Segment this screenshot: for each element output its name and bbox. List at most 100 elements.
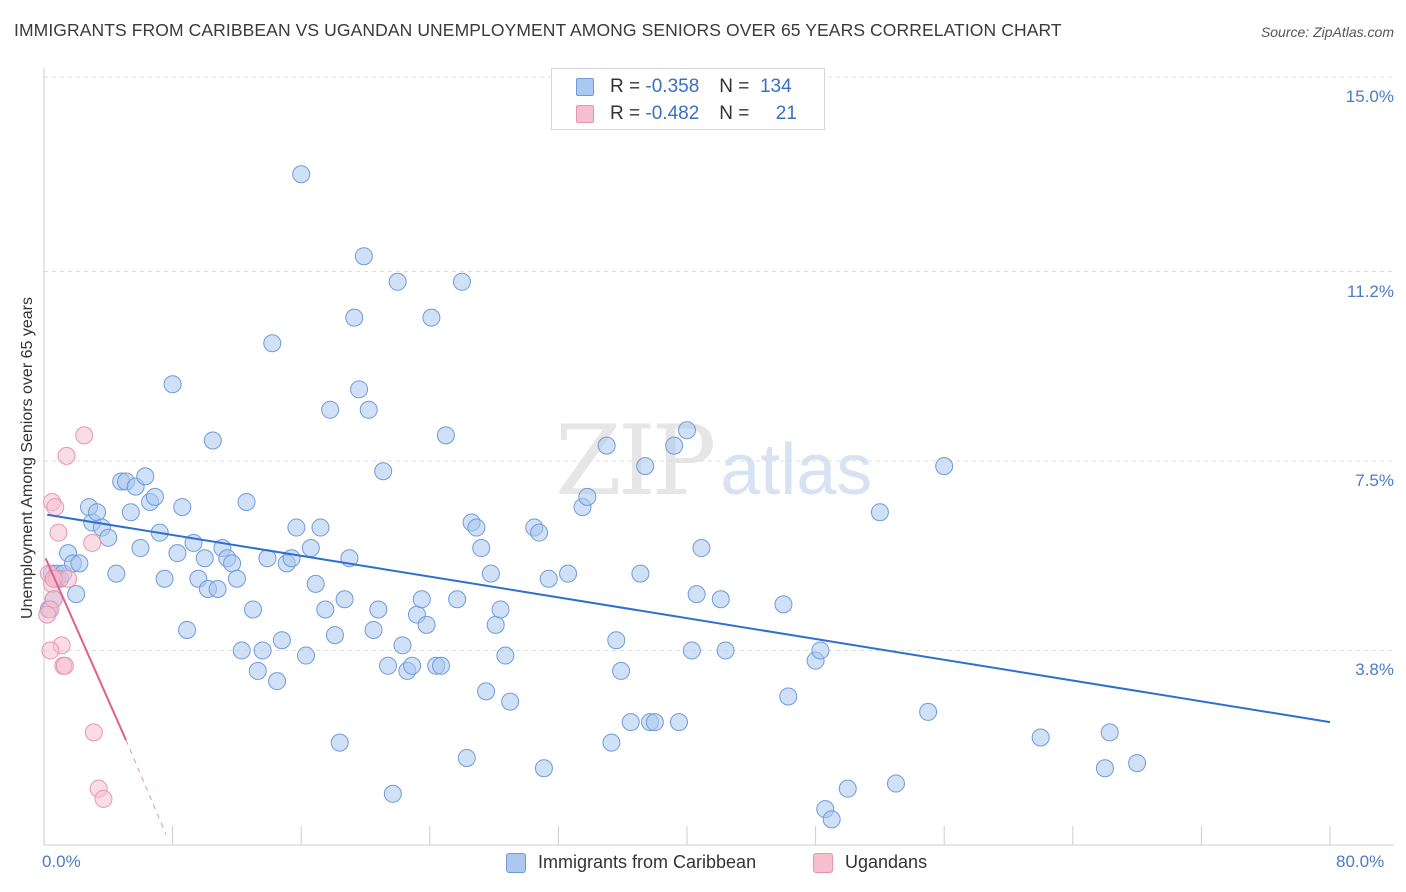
trend-line-ugandans-extension (125, 739, 167, 835)
data-point-caribbean (292, 165, 311, 184)
swatch-caribbean (576, 78, 594, 96)
trend-lines (44, 513, 1331, 835)
data-point-caribbean (311, 518, 330, 537)
data-point-caribbean (232, 641, 251, 660)
data-point-caribbean (501, 692, 520, 711)
stats-legend: R = -0.358 N = 134 R = -0.482 N = 21 (551, 68, 825, 130)
data-point-caribbean (1095, 759, 1114, 778)
y-axis-label: Unemployment Among Seniors over 65 years (19, 297, 36, 619)
data-point-caribbean (145, 487, 164, 506)
axes (43, 68, 1394, 846)
data-point-caribbean (88, 503, 107, 522)
data-point-caribbean (1128, 754, 1147, 773)
y-tick-label: 11.2% (1347, 281, 1394, 301)
data-point-caribbean (811, 641, 830, 660)
watermark-atlas: atlas (720, 430, 873, 510)
data-point-caribbean (919, 702, 938, 721)
legend-item-caribbean[interactable]: Immigrants from Caribbean (506, 852, 756, 873)
data-point-caribbean (383, 784, 402, 803)
trend-line-ugandans (44, 557, 127, 741)
data-point-caribbean (436, 426, 455, 445)
data-point-caribbean (301, 539, 320, 558)
data-point-caribbean (99, 528, 118, 547)
data-point-caribbean (345, 308, 364, 327)
source-credit: Source: ZipAtlas.com (1260, 24, 1394, 40)
data-point-ugandans (41, 641, 60, 660)
data-point-caribbean (870, 503, 889, 522)
legend-label-ugandans: Ugandans (845, 852, 928, 872)
data-point-caribbean (491, 600, 510, 619)
data-point-ugandans (83, 533, 102, 552)
r-label: R = (610, 76, 641, 97)
data-point-caribbean (457, 748, 476, 767)
chart-title: IMMIGRANTS FROM CARIBBEAN VS UGANDAN UNE… (14, 20, 1062, 40)
data-point-caribbean (253, 641, 272, 660)
data-point-caribbean (369, 600, 388, 619)
data-point-caribbean (486, 615, 505, 634)
data-point-caribbean (645, 713, 664, 732)
data-point-caribbean (1100, 723, 1119, 742)
data-point-caribbean (364, 620, 383, 639)
data-point-caribbean (359, 400, 378, 419)
data-point-caribbean (636, 457, 655, 476)
trend-line-caribbean (47, 513, 1331, 724)
data-point-caribbean (838, 779, 857, 798)
data-point-caribbean (178, 620, 197, 639)
data-point-caribbean (678, 421, 696, 440)
data-point-caribbean (316, 600, 335, 619)
legend-label-caribbean: Immigrants from Caribbean (538, 852, 757, 872)
data-point-caribbean (354, 247, 373, 266)
data-point-caribbean (711, 590, 730, 609)
data-point-caribbean (687, 585, 706, 604)
data-point-caribbean (70, 554, 89, 573)
data-point-caribbean (597, 436, 616, 455)
data-point-caribbean (155, 569, 174, 588)
data-point-caribbean (448, 590, 467, 609)
data-point-caribbean (263, 334, 282, 353)
data-point-caribbean (268, 672, 287, 691)
grid-lines (44, 76, 1394, 651)
data-point-caribbean (607, 631, 626, 650)
data-point-caribbean (330, 733, 349, 752)
data-point-caribbean (388, 272, 407, 291)
r-value: -0.482 (645, 103, 700, 124)
data-point-caribbean (467, 518, 486, 537)
data-point-caribbean (669, 713, 688, 732)
data-point-caribbean (223, 554, 242, 573)
data-point-caribbean (472, 539, 491, 558)
data-point-caribbean (477, 682, 496, 701)
series-legend: Immigrants from Caribbean Ugandans (0, 852, 1406, 878)
data-point-caribbean (237, 492, 256, 511)
data-point-caribbean (306, 574, 325, 593)
data-point-caribbean (335, 590, 354, 609)
data-point-caribbean (621, 713, 640, 732)
data-point-caribbean (168, 544, 187, 563)
data-point-ugandans (94, 789, 113, 808)
data-point-caribbean (325, 626, 344, 645)
data-point-caribbean (227, 569, 246, 588)
data-point-caribbean (530, 523, 549, 542)
y-tick-label: 3.8% (1355, 660, 1394, 680)
data-point-caribbean (136, 467, 155, 486)
legend-item-ugandans[interactable]: Ugandans (813, 852, 927, 873)
data-point-caribbean (321, 400, 340, 419)
data-point-caribbean (612, 661, 631, 680)
r-value: -0.358 (645, 76, 700, 97)
data-point-caribbean (779, 687, 798, 706)
series-caribbean-points (39, 165, 1147, 829)
r-label: R = (610, 103, 641, 124)
data-point-caribbean (243, 600, 262, 619)
data-point-ugandans (84, 723, 103, 742)
data-point-caribbean (1031, 728, 1050, 747)
data-point-caribbean (422, 308, 441, 327)
data-point-caribbean (107, 564, 126, 583)
y-tick-label: 15.0% (1345, 87, 1394, 106)
data-point-ugandans (49, 523, 68, 542)
data-point-caribbean (173, 498, 192, 517)
data-point-ugandans (46, 498, 65, 517)
data-point-caribbean (195, 549, 214, 568)
data-point-caribbean (208, 580, 227, 598)
data-point-caribbean (822, 810, 841, 829)
data-point-caribbean (412, 590, 431, 609)
data-point-caribbean (665, 436, 684, 455)
